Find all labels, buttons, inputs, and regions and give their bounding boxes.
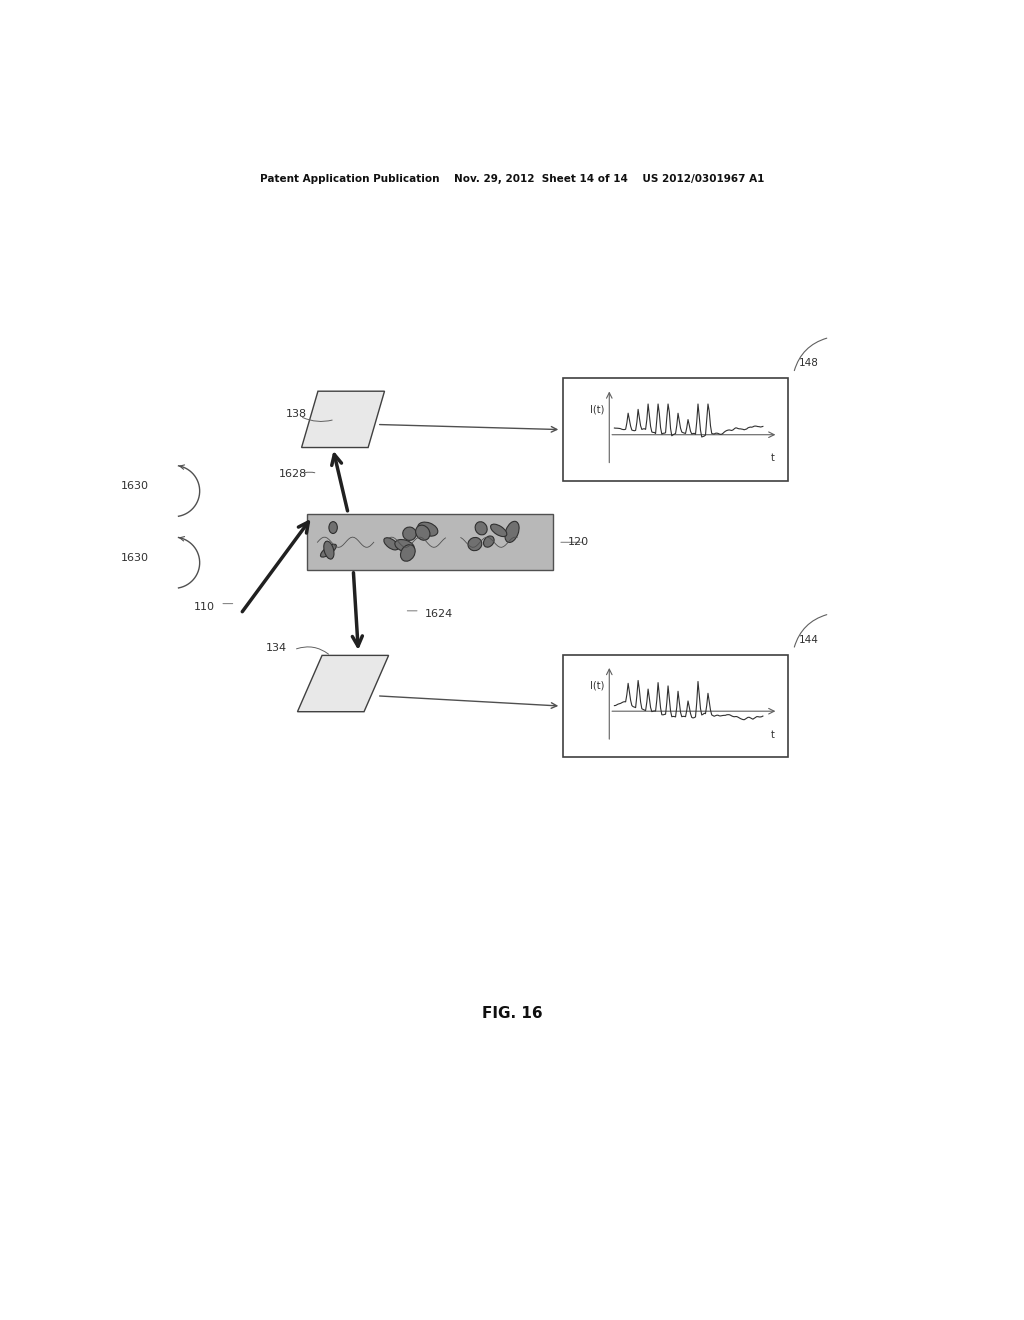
- Ellipse shape: [321, 544, 336, 557]
- Ellipse shape: [329, 521, 337, 533]
- Ellipse shape: [384, 537, 398, 550]
- Ellipse shape: [400, 545, 415, 561]
- Text: 144: 144: [799, 635, 818, 644]
- Ellipse shape: [418, 523, 438, 536]
- Text: 1624: 1624: [425, 609, 454, 619]
- Text: 148: 148: [799, 358, 818, 368]
- Text: 1630: 1630: [121, 553, 148, 562]
- Text: t: t: [771, 730, 775, 739]
- Ellipse shape: [395, 540, 415, 552]
- Polygon shape: [297, 656, 389, 711]
- Text: Patent Application Publication    Nov. 29, 2012  Sheet 14 of 14    US 2012/03019: Patent Application Publication Nov. 29, …: [260, 174, 764, 183]
- FancyBboxPatch shape: [563, 655, 788, 758]
- Ellipse shape: [468, 537, 482, 550]
- Text: 110: 110: [194, 602, 215, 611]
- Text: I(t): I(t): [590, 681, 604, 690]
- Ellipse shape: [490, 524, 507, 536]
- FancyBboxPatch shape: [563, 379, 788, 480]
- Ellipse shape: [402, 527, 417, 540]
- Text: t: t: [771, 453, 775, 463]
- Ellipse shape: [324, 541, 334, 560]
- Ellipse shape: [483, 536, 495, 548]
- Text: 138: 138: [286, 409, 307, 420]
- Ellipse shape: [475, 521, 487, 535]
- Text: 134: 134: [265, 643, 287, 652]
- Text: 1628: 1628: [279, 469, 307, 479]
- Text: FIG. 16: FIG. 16: [481, 1006, 543, 1020]
- Polygon shape: [301, 391, 385, 447]
- FancyBboxPatch shape: [307, 513, 553, 570]
- Text: I(t): I(t): [590, 404, 604, 414]
- Text: 1630: 1630: [121, 480, 148, 491]
- Ellipse shape: [505, 521, 519, 543]
- Ellipse shape: [416, 525, 430, 540]
- Text: 120: 120: [568, 537, 590, 548]
